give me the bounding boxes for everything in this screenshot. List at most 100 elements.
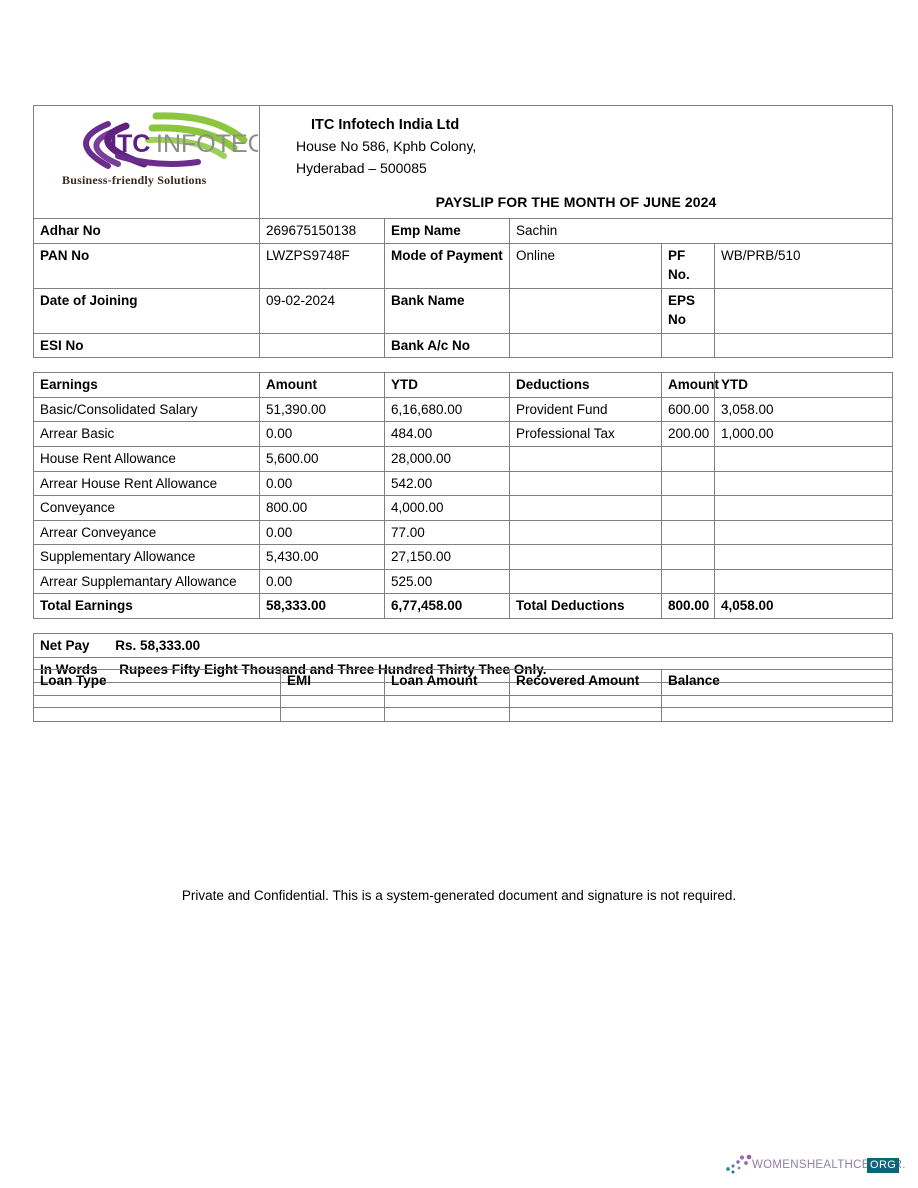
row-adhar: Adhar No 269675150138 Emp Name Sachin: [33, 218, 894, 244]
total-deductions-amount: 800.00: [661, 593, 715, 619]
pay-table-row: Supplementary Allowance 5,430.00 27,150.00: [33, 544, 894, 570]
esi-no-value: [259, 332, 385, 359]
earning-amount: 0.00: [259, 470, 385, 497]
earning-amount: 0.00: [259, 421, 385, 447]
esi-blank-2: [713, 332, 894, 359]
payslip-table: ITC INFOTECH Business-friendly Solutions…: [32, 104, 894, 708]
pay-table-row: Conveyance 800.00 4,000.00: [33, 495, 894, 521]
deductions-header: Deductions: [509, 372, 662, 398]
loan-type-header: Loan Type: [33, 669, 281, 696]
loan-row: [33, 695, 893, 722]
earning-ytd: 4,000.00: [384, 495, 510, 521]
earning-amount: 800.00: [259, 495, 385, 521]
deduction-label: Professional Tax: [509, 421, 662, 447]
logo-graphic: ITC INFOTECH: [83, 112, 258, 169]
pf-no-value: WB/PRB/510: [713, 242, 894, 289]
deductions-ytd-header: YTD: [713, 372, 894, 398]
deduction-ytd: [713, 445, 894, 472]
mode-of-payment-value: Online: [509, 242, 662, 289]
deductions-amount-header: Amount: [661, 372, 719, 398]
loan-amount-value: [384, 695, 510, 722]
company-header-cell: ITC Infotech India Ltd House No 586, Kph…: [258, 104, 894, 220]
pay-table-row: Basic/Consolidated Salary 51,390.00 6,16,6…: [33, 396, 894, 423]
pay-table-row: Arrear Conveyance 0.00 77.00: [33, 519, 894, 546]
company-address-line2: Hyderabad – 500085: [296, 160, 427, 177]
date-of-joining-label: Date of Joining: [33, 287, 260, 334]
pan-value: LWZPS9748F: [259, 242, 385, 289]
earning-amount: 0.00: [259, 519, 385, 546]
earning-label: Arrear Conveyance: [33, 519, 260, 546]
emp-name-label: Emp Name: [384, 218, 510, 244]
payslip-title: PAYSLIP FOR THE MONTH OF JUNE 2024: [435, 193, 717, 210]
earning-label: Arrear Supplemantary Allowance: [33, 568, 260, 595]
date-of-joining-value: 09-02-2024: [259, 287, 385, 334]
earning-ytd: 484.00: [384, 421, 510, 447]
earning-label: Supplementary Allowance: [33, 544, 260, 570]
mode-of-payment-label: Mode of Payment: [384, 242, 510, 289]
row-doj: Date of Joining 09-02-2024 Bank Name EPS…: [33, 287, 894, 334]
deduction-ytd: [713, 544, 894, 570]
totals-row: Total Earnings 58,333.00 6,77,458.00 Tot…: [33, 593, 894, 619]
adhar-label: Adhar No: [33, 218, 260, 244]
itc-infotech-logo: ITC INFOTECH Business-friendly Solutions: [40, 108, 266, 200]
loan-table: Loan Type EMI Loan Amount Recovered Amou…: [33, 669, 893, 722]
earnings-header: Earnings: [33, 372, 260, 398]
bank-name-label: Bank Name: [384, 287, 510, 334]
earnings-ytd-header: YTD: [384, 372, 510, 398]
deduction-label: [509, 495, 662, 521]
deduction-ytd: [713, 519, 894, 546]
spacer-row-1: [34, 358, 893, 373]
balance-value: [661, 695, 893, 722]
deduction-label: [509, 568, 662, 595]
earning-ytd: 77.00: [384, 519, 510, 546]
loan-amount-header: Loan Amount: [384, 669, 510, 696]
esi-no-label: ESI No: [33, 332, 260, 359]
earning-amount: 51,390.00: [259, 396, 385, 423]
deduction-ytd: 1,000.00: [713, 421, 894, 447]
pay-table-row: Arrear Supplemantary Allowance 0.00 525.00: [33, 568, 894, 595]
deduction-amount: [661, 568, 715, 595]
deduction-amount: 200.00: [661, 421, 715, 447]
logo-cell: ITC INFOTECH Business-friendly Solutions: [33, 104, 260, 220]
deduction-label: [509, 544, 662, 570]
eps-no-label: EPS No: [661, 287, 715, 334]
esi-blank-1: [661, 332, 715, 359]
earning-label: Arrear Basic: [33, 421, 260, 447]
deduction-label: Provident Fund: [509, 396, 662, 423]
deduction-amount: [661, 544, 715, 570]
svg-text:INFOTECH: INFOTECH: [156, 130, 258, 158]
earning-ytd: 28,000.00: [384, 445, 510, 472]
pay-table-row: House Rent Allowance 5,600.00 28,000.00: [33, 445, 894, 472]
net-pay-cell: Net Pay Rs. 58,333.00: [32, 632, 894, 659]
bank-ac-label: Bank A/c No: [384, 332, 510, 359]
pay-table-header-row: Earnings Amount YTD Deductions Amount YT…: [33, 372, 894, 398]
deduction-label: [509, 519, 662, 546]
emp-name-value: Sachin: [508, 218, 894, 244]
pf-no-label: PF No.: [661, 242, 715, 289]
row-esi: ESI No Bank A/c No: [33, 332, 894, 359]
company-name: ITC Infotech India Ltd: [311, 117, 460, 133]
bank-name-value: [509, 287, 662, 334]
deduction-ytd: [713, 470, 894, 497]
womenshealthcenter-watermark: WOMENSHEALTHCENTER. ORG: [724, 1148, 905, 1182]
earning-amount: 5,600.00: [259, 445, 385, 472]
eps-no-value: [713, 287, 894, 334]
svg-text:ITC: ITC: [110, 130, 150, 158]
deduction-amount: [661, 445, 715, 472]
deduction-amount: [661, 495, 715, 521]
total-earnings-amount: 58,333.00: [259, 593, 385, 619]
pay-table-row: Arrear House Rent Allowance 0.00 542.00: [33, 470, 894, 497]
company-address-line1: House No 586, Kphb Colony,: [296, 138, 477, 155]
watermark-dots-icon: [726, 1154, 752, 1174]
earning-amount: 5,430.00: [259, 544, 385, 570]
net-pay-value: Rs. 58,333.00: [115, 637, 201, 653]
balance-header: Balance: [661, 669, 893, 696]
adhar-value: 269675150138: [259, 218, 385, 244]
total-deductions-ytd: 4,058.00: [713, 593, 894, 619]
deduction-label: [509, 470, 662, 497]
deduction-ytd: 3,058.00: [713, 396, 894, 423]
watermark-org-badge: ORG: [867, 1158, 900, 1173]
deduction-amount: [661, 519, 715, 546]
earning-label: Basic/Consolidated Salary: [33, 396, 260, 423]
